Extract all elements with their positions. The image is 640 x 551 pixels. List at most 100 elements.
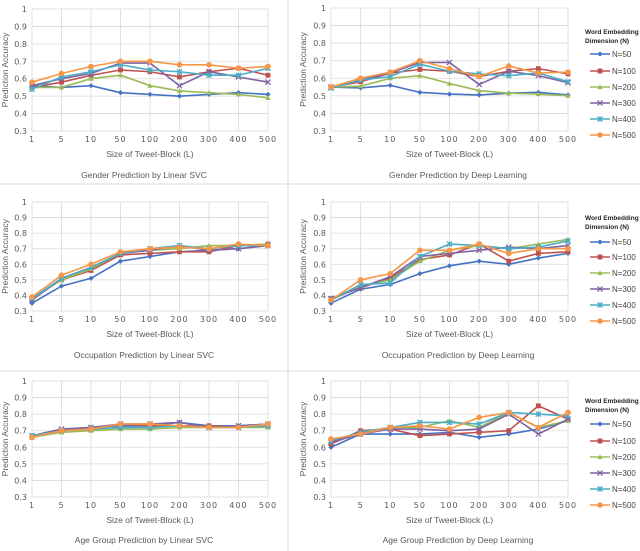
legend-marker [597,84,603,90]
data-point [235,91,242,97]
legend-label: N=100 [612,253,636,262]
x-tick-label: 1 [29,315,35,324]
x-tick-label: 500 [259,315,277,324]
data-point [417,258,423,264]
x-tick-label: 10 [85,501,97,510]
data-point [565,69,571,75]
data-point [417,422,423,429]
y-tick-label: 1 [321,198,326,207]
data-point [476,429,482,435]
data-point [88,261,94,268]
legend-label: N=200 [612,453,636,462]
x-tick-label: 10 [384,501,396,510]
data-point [535,431,542,438]
data-point [387,431,393,437]
data-point [117,58,124,65]
y-tick-label: 0.8 [14,40,27,49]
data-point [565,409,571,416]
y-tick-label: 0.9 [313,394,326,403]
data-point [357,75,364,82]
x-tick-label: 400 [229,315,247,324]
y-tick-label: 0.8 [313,39,326,48]
y-tick-label: 0.9 [14,214,27,223]
data-point [505,72,512,79]
x-tick-label: 5 [358,501,364,510]
x-tick-label: 300 [200,501,218,510]
data-point [357,431,364,437]
data-point [206,90,212,95]
legend-marker [596,301,604,309]
x-tick-label: 300 [500,501,518,510]
x-tick-label: 5 [358,315,364,324]
legend-marker [597,239,603,245]
data-point [265,421,271,427]
y-tick-label: 0.3 [14,127,27,136]
data-point [206,61,212,68]
x-tick-label: 100 [440,315,458,324]
x-tick-label: 400 [229,501,247,510]
data-point [447,431,452,437]
data-point [417,433,423,439]
legend-title: Dimension (N) [585,407,629,414]
data-point [417,73,423,78]
x-tick-label: 300 [200,315,218,324]
legend-title: Word Embedding [585,215,639,222]
y-axis-label: Prediction Accuracy [0,32,10,107]
data-point [446,59,453,66]
data-point [565,93,571,98]
data-point [147,58,153,65]
data-point [147,245,153,252]
data-point [176,68,183,75]
y-tick-label: 1 [321,377,326,386]
legend-label: N=400 [612,115,636,124]
legend: Word Embedding Dimension (N) N=50 N=100 N=20… [585,215,639,326]
x-tick-label: 100 [141,135,159,144]
legend-label: N=100 [612,437,636,446]
data-point [59,79,64,85]
x-tick-label: 300 [200,135,218,144]
data-point [265,91,271,97]
y-tick-label: 1 [321,4,326,13]
data-point [476,241,482,247]
legend-marker [597,254,603,260]
y-tick-label: 0.4 [14,110,27,119]
data-point [446,426,453,432]
x-tick-label: 200 [170,501,188,510]
data-point [29,79,35,85]
legend: Word Embedding Dimension (N) N=50 N=100 N=20… [585,29,639,140]
data-point [505,63,512,69]
y-tick-label: 0.6 [313,443,326,452]
legend-label: N=300 [612,469,636,478]
y-tick-label: 0.3 [313,307,326,316]
data-point [177,249,182,255]
x-tick-label: 400 [229,135,247,144]
x-tick-label: 50 [114,135,126,144]
y-tick-label: 0.9 [313,214,326,223]
y-axis-label: Prediction Accuracy [0,218,10,293]
data-point [535,250,541,256]
legend-label: N=200 [612,269,636,278]
y-tick-label: 0.3 [14,493,27,502]
data-point [265,63,271,70]
data-point [505,409,512,416]
x-tick-label: 100 [440,135,458,144]
data-point [28,86,36,93]
data-point [357,277,364,283]
data-point [358,83,364,89]
data-point [476,247,483,254]
chart-title: Age Group Prediction by Linear SVC [75,535,213,545]
legend-title: Word Embedding [585,398,639,405]
x-tick-label: 10 [85,135,97,144]
y-tick-label: 0.7 [313,427,326,436]
legend-marker [597,438,603,444]
legend-marker [596,115,604,123]
x-tick-label: 500 [259,135,277,144]
data-point [357,281,364,288]
legend-label: N=50 [612,420,632,429]
x-tick-label: 1 [328,501,334,510]
data-point [535,403,541,409]
data-point [446,91,453,97]
x-axis-label: Size of Tweet-Block (L) [106,515,193,525]
x-tick-label: 100 [440,501,458,510]
y-tick-label: 1 [22,5,27,14]
